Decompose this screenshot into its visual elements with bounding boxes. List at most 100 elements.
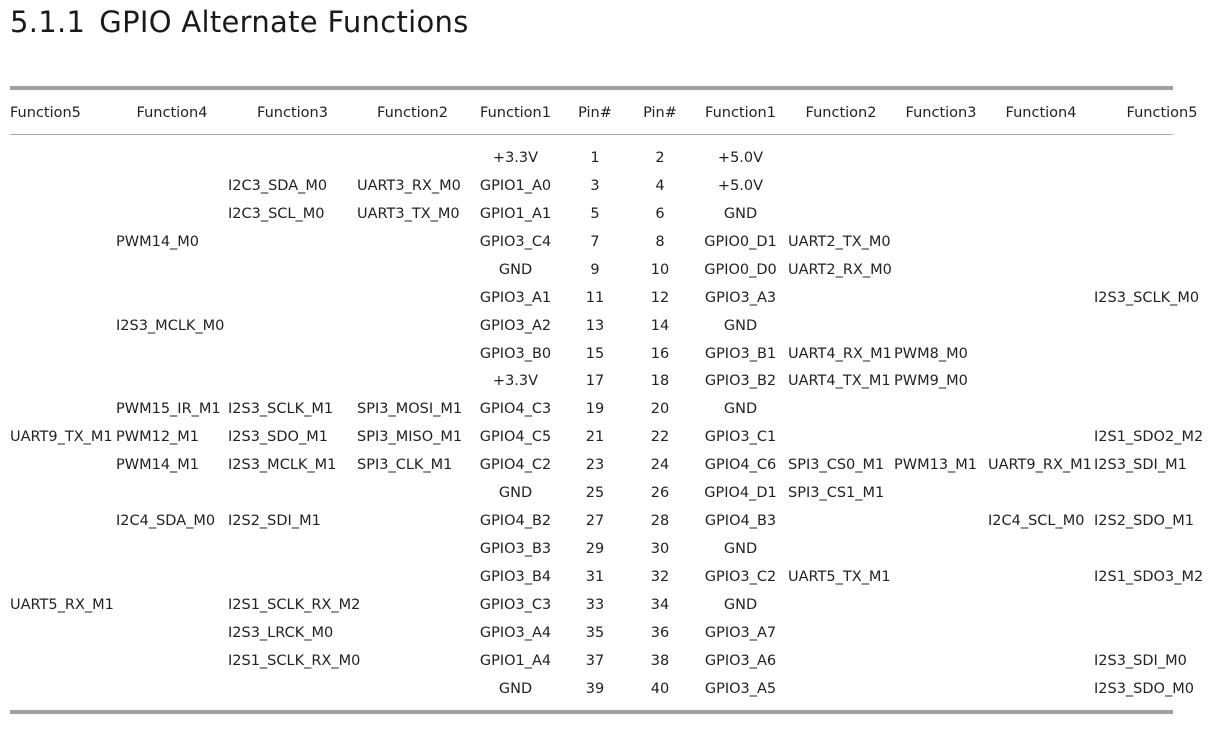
- section-heading: 5.1.1 GPIO Alternate Functions: [10, 2, 469, 42]
- table-body: +3.3V 1 2 +5.0V I2C3_SDA_M0 UART3_RX_M0 GPIO1_…: [10, 134, 1230, 703]
- cell-function4-right: [988, 535, 1094, 563]
- cell-function5-right: [1094, 368, 1230, 396]
- cell-function1-right: GPIO4_D1: [704, 485, 777, 502]
- cell-function5-right: [1094, 479, 1230, 507]
- header-function5-right: Function5: [1126, 105, 1198, 121]
- table-row: I2C3_SDA_M0 UART3_RX_M0 GPIO1_A0 3 4 +5.0V: [10, 172, 1230, 200]
- cell-function1-left: GPIO1_A4: [479, 652, 552, 669]
- cell-function4-right: [988, 284, 1094, 312]
- cell-pin-left: 1: [590, 149, 600, 166]
- table-row: GND 39 40 GPIO3_A5 I2S3_SDO_M0: [10, 675, 1230, 703]
- header-pin-right: Pin#: [643, 105, 677, 121]
- cell-function5-left: [10, 535, 116, 563]
- cell-function4-left: [116, 256, 228, 284]
- table-header: Function5 Function4 Function3 Function2 Func…: [10, 92, 1230, 134]
- cell-pin-right: 2: [655, 149, 665, 166]
- cell-function2-right: UART2_TX_M0: [788, 233, 891, 250]
- cell-pin-left: 31: [585, 569, 605, 586]
- cell-function2-right: [788, 395, 894, 423]
- cell-function2-right: [788, 675, 894, 703]
- cell-function4-left: [116, 144, 228, 172]
- cell-function4-left: [116, 647, 228, 675]
- cell-function4-right: UART9_RX_M1: [988, 457, 1092, 474]
- cell-function5-right: [1094, 228, 1230, 256]
- cell-function5-left: [10, 172, 116, 200]
- cell-function5-left: [10, 563, 116, 591]
- cell-function3-left: I2S3_SCLK_M1: [228, 401, 334, 418]
- cell-function1-right: GND: [723, 596, 758, 613]
- gpio-pin-table: Function5 Function4 Function3 Function2 Func…: [10, 92, 1230, 703]
- table-row: PWM14_M1 I2S3_MCLK_M1 SPI3_CLK_M1 GPIO4_C2 2…: [10, 451, 1230, 479]
- header-function2-left: Function2: [377, 105, 448, 121]
- cell-function4-right: [988, 172, 1094, 200]
- header-function4-left: Function4: [136, 105, 208, 121]
- cell-function2-right: SPI3_CS0_M1: [788, 457, 885, 474]
- table-row: +3.3V 1 2 +5.0V: [10, 144, 1230, 172]
- cell-function5-right: [1094, 312, 1230, 340]
- cell-pin-left: 5: [590, 205, 600, 222]
- cell-function1-right: GPIO3_C2: [704, 569, 777, 586]
- cell-function3-left: I2C3_SDA_M0: [228, 177, 328, 194]
- cell-function1-left: GPIO3_B0: [479, 345, 552, 362]
- cell-pin-left: 21: [585, 429, 605, 446]
- cell-function3-left: I2S2_SDI_M1: [228, 513, 321, 530]
- cell-function4-right: [988, 312, 1094, 340]
- cell-function3-right: PWM9_M0: [894, 373, 968, 390]
- cell-function2-left: [357, 228, 468, 256]
- cell-function3-right: [894, 172, 988, 200]
- cell-function5-left: [10, 395, 116, 423]
- header-function1-right: Function1: [705, 105, 776, 121]
- cell-function5-right: I2S3_SDI_M0: [1094, 652, 1187, 669]
- cell-function5-left: [10, 144, 116, 172]
- cell-function4-left: [116, 535, 228, 563]
- cell-function2-left: [357, 563, 468, 591]
- cell-function3-left: [228, 228, 357, 256]
- table-row: UART5_RX_M1 I2S1_SCLK_RX_M2 GPIO3_C3 33 34 GN…: [10, 591, 1230, 619]
- cell-function3-left: I2S1_SCLK_RX_M2: [228, 596, 361, 613]
- cell-pin-left: 25: [585, 485, 605, 502]
- cell-function4-right: [988, 200, 1094, 228]
- cell-function3-right: [894, 395, 988, 423]
- cell-function4-left: PWM12_M1: [116, 429, 200, 446]
- cell-function1-right: GPIO3_B2: [704, 373, 777, 390]
- cell-function4-right: [988, 340, 1094, 368]
- cell-function2-left: [357, 479, 468, 507]
- cell-function1-right: GPIO3_B1: [704, 345, 777, 362]
- cell-function3-left: [228, 256, 357, 284]
- cell-function1-left: GPIO3_C4: [479, 233, 552, 250]
- cell-function4-right: [988, 228, 1094, 256]
- cell-pin-left: 29: [585, 541, 605, 558]
- cell-function3-left: [228, 535, 357, 563]
- cell-function5-right: I2S3_SDO_M0: [1094, 680, 1194, 697]
- cell-function4-left: [116, 368, 228, 396]
- cell-function2-left: UART3_TX_M0: [357, 205, 460, 222]
- cell-function5-left: [10, 507, 116, 535]
- cell-pin-left: 3: [590, 177, 600, 194]
- cell-function1-right: GPIO3_A6: [704, 652, 777, 669]
- cell-function3-right: PWM13_M1: [894, 457, 978, 474]
- cell-pin-left: 27: [585, 513, 605, 530]
- cell-function1-left: GND: [498, 485, 533, 502]
- cell-pin-right: 34: [650, 596, 670, 613]
- table-row: GPIO3_B0 15 16 GPIO3_B1 UART4_RX_M1 PWM8_M0: [10, 340, 1230, 368]
- cell-function1-left: GPIO4_B2: [479, 513, 552, 530]
- cell-function2-right: [788, 619, 894, 647]
- cell-pin-left: 23: [585, 457, 605, 474]
- cell-function2-left: SPI3_CLK_M1: [357, 457, 453, 474]
- cell-function5-right: I2S1_SDO3_M2: [1094, 569, 1204, 586]
- cell-function5-right: [1094, 619, 1230, 647]
- cell-function5-left: UART9_TX_M1: [10, 429, 113, 446]
- cell-function5-right: [1094, 535, 1230, 563]
- cell-pin-right: 30: [650, 541, 670, 558]
- cell-function3-right: [894, 563, 988, 591]
- cell-pin-left: 11: [585, 289, 605, 306]
- cell-function2-left: [357, 507, 468, 535]
- table-header-rule: [10, 134, 1173, 135]
- cell-pin-left: 13: [585, 317, 605, 334]
- cell-function5-right: [1094, 200, 1230, 228]
- cell-function3-right: [894, 479, 988, 507]
- cell-function2-left: [357, 368, 468, 396]
- cell-pin-left: 37: [585, 652, 605, 669]
- cell-function2-left: [357, 284, 468, 312]
- cell-pin-right: 18: [650, 373, 670, 390]
